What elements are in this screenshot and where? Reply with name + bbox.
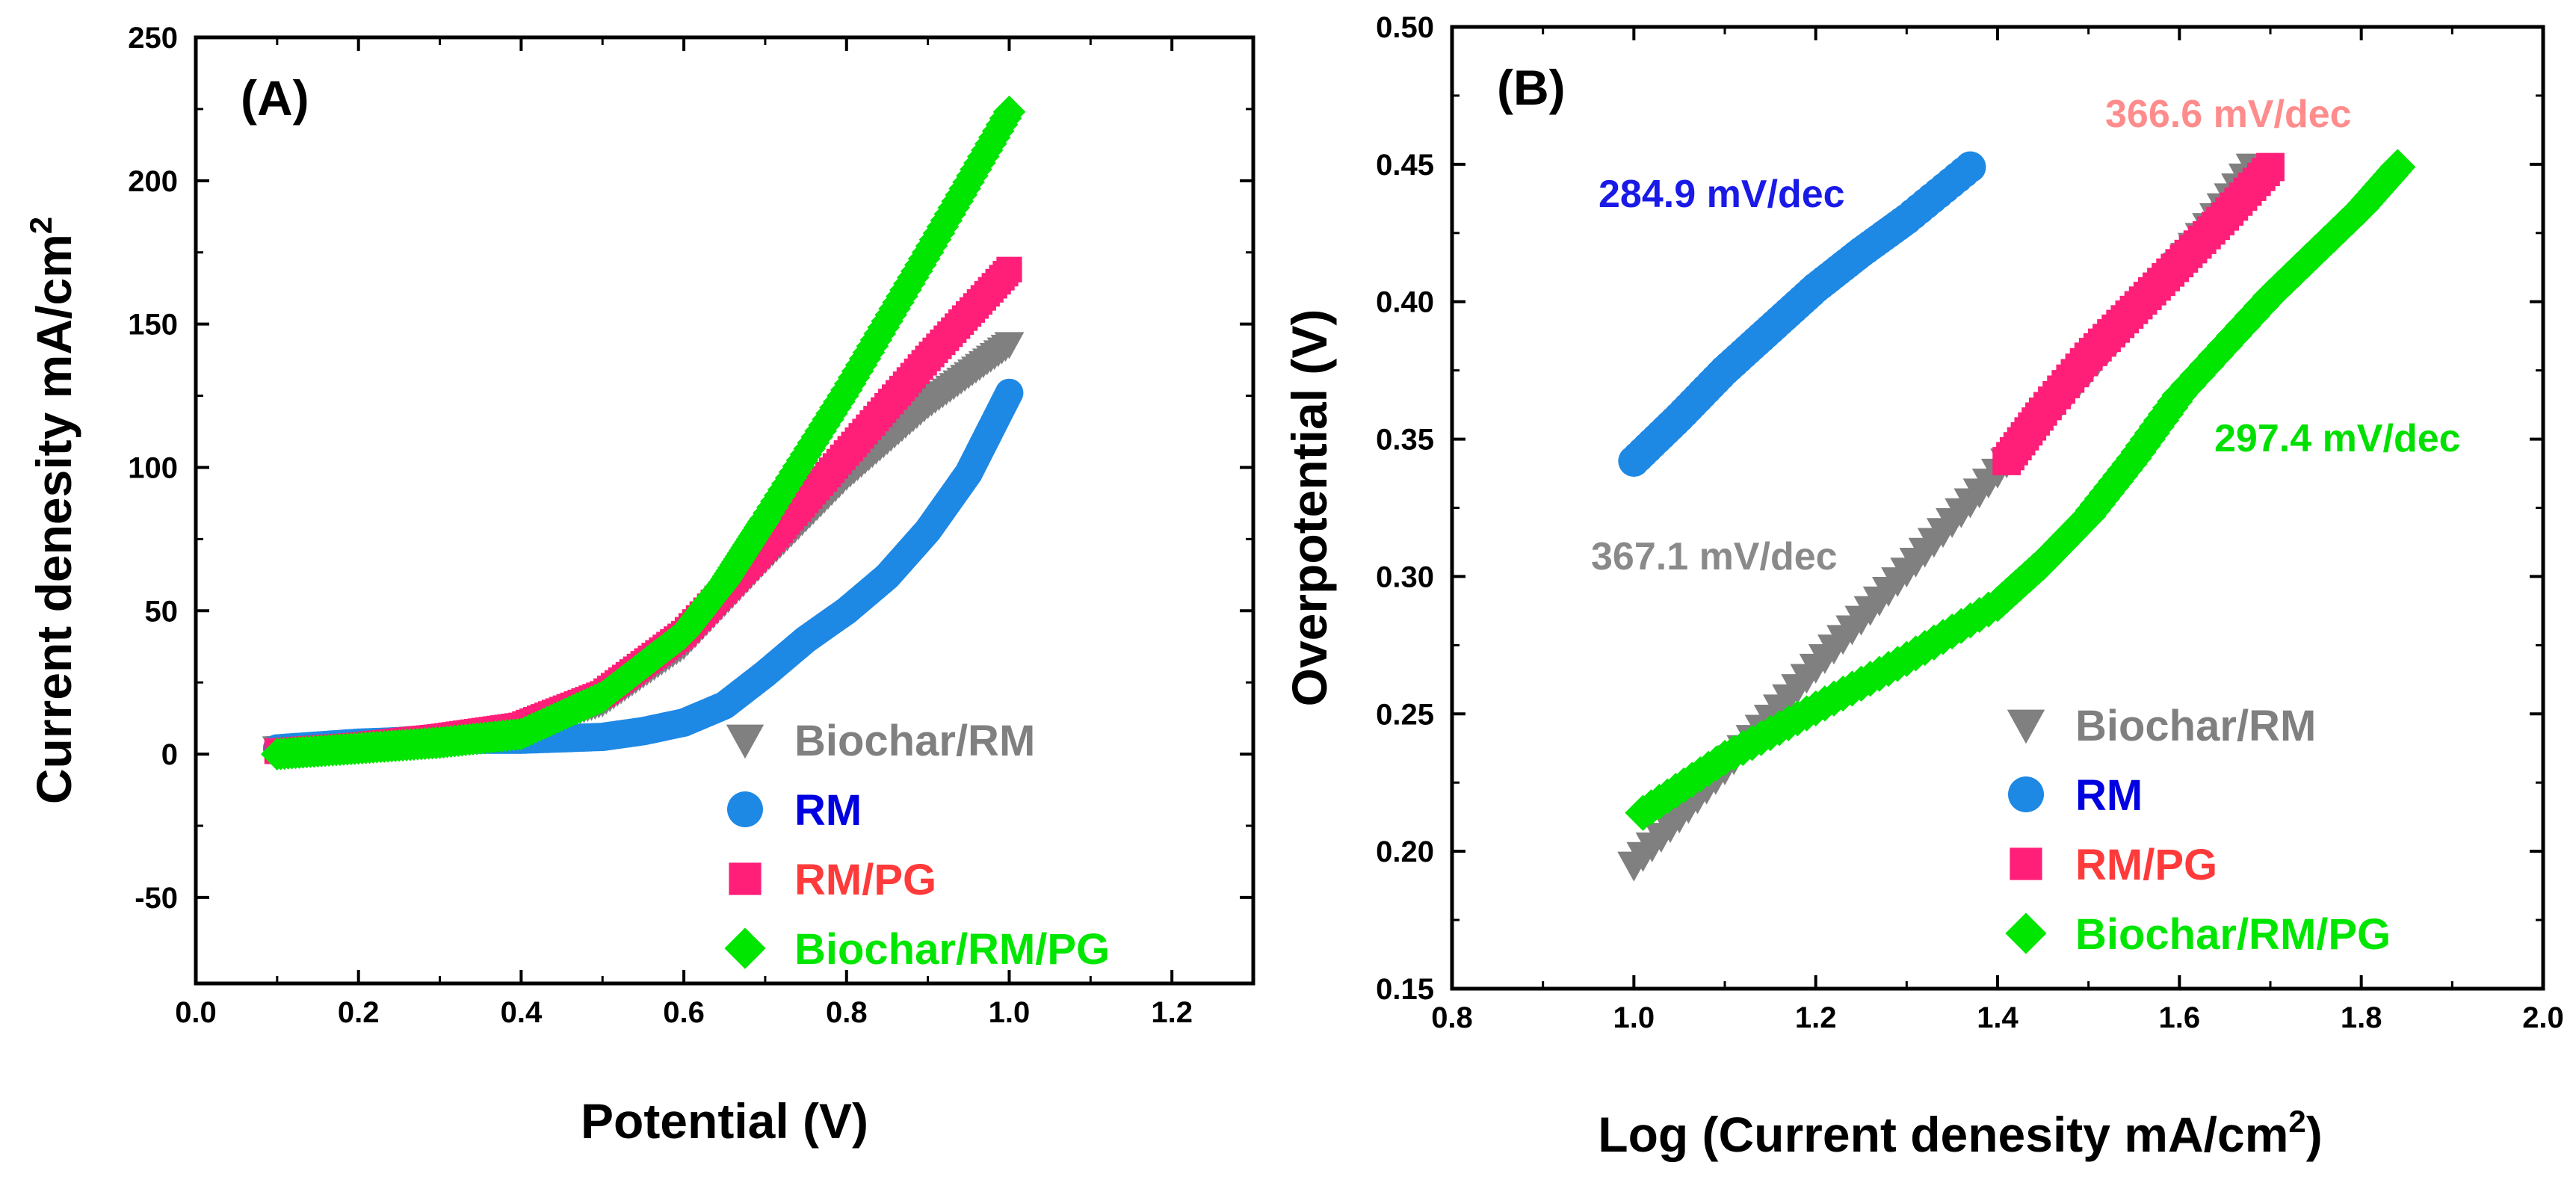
legend-label-rm: RM [794,786,862,835]
series-rm [262,378,1024,763]
data-point [992,95,1026,129]
y-axis-label: Overpotential (V) [1282,309,1337,707]
x-axis-label-superscript: 2 [2288,1104,2305,1139]
x-axis-label: Potential (V) [581,1093,868,1149]
series-rm [1618,151,1986,477]
data-point [996,256,1022,282]
data-point [2216,318,2252,354]
y-tick-label: 0.35 [1376,424,1434,457]
legend: Biochar/RM RM RM/PG Biochar/RM/PG [2005,702,2391,959]
x-axis-label: Log (Current denesity mA/cm2) [1598,1104,2322,1162]
y-ticks: 0.15 0.20 0.25 0.30 0.35 0.40 0.45 0.50 [1376,11,2543,1006]
slope-annotation-biochar-rm: 367.1 mV/dec [1591,535,1838,578]
panel-b: 0.8 1.0 1.2 1.4 1.6 1.8 2.0 0.15 0.20 0.25 0.30 0.3… [1282,11,2564,1162]
y-tick-label: 50 [145,595,179,628]
data-point [2379,149,2416,185]
legend-marker-rm-pg [729,862,762,895]
series-rm-pg [1992,152,2285,475]
data-point [2161,377,2198,413]
slope-annotation-biochar-rm-pg: 297.4 mV/dec [2214,417,2461,460]
slope-annotation-rm: 284.9 mV/dec [1599,173,1845,216]
x-tick-label: 2.0 [2522,1001,2564,1034]
legend-label-rm-pg: RM/PG [2075,841,2217,889]
x-tick-label: 0.4 [501,996,543,1029]
panel-label: (A) [241,70,309,126]
y-tick-label: 100 [128,451,178,484]
y-tick-label: 0.25 [1376,698,1434,731]
x-ticks: 0.0 0.2 0.4 0.6 0.8 1.0 1.2 [175,37,1193,1029]
legend-label-rm-pg: RM/PG [794,856,936,904]
panel-label: (B) [1497,60,1566,115]
x-tick-label: 0.8 [1431,1001,1473,1034]
legend-marker-biochar-rm-pg [2005,912,2047,954]
x-tick-label: 1.2 [1795,1001,1837,1034]
legend-marker-biochar-rm-pg [724,927,766,969]
y-tick-label: 150 [128,309,178,342]
x-tick-label: 1.2 [1151,996,1193,1029]
y-tick-label: 0.50 [1376,11,1434,44]
x-tick-label: 1.4 [1977,1001,2019,1034]
y-axis-label: Current denesity mA/cm2 [23,217,81,804]
plot-frame [194,35,1255,986]
data-point [2256,152,2285,182]
panel-a: 0.0 0.2 0.4 0.6 0.8 1.0 1.2 -50 0 50 100 150 200 250 (… [23,22,1255,1149]
x-tick-label: 0.0 [175,996,217,1029]
legend-label-biochar-rm: Biochar/RM [2075,702,2316,750]
legend-label-rm: RM [2075,771,2143,820]
y-axis-label-superscript: 2 [23,217,58,234]
y-tick-label: 0.40 [1376,286,1434,319]
x-tick-label: 0.2 [338,996,380,1029]
data-point [995,378,1024,407]
y-tick-label: 0 [161,738,178,771]
legend-marker-rm [2008,776,2044,812]
x-tick-label: 1.8 [2341,1001,2382,1034]
x-ticks: 0.8 1.0 1.2 1.4 1.6 1.8 2.0 [1431,27,2564,1034]
x-axis-label-end: ) [2306,1107,2323,1162]
y-ticks: -50 0 50 100 150 200 250 [128,22,1253,915]
legend-marker-rm [727,791,763,827]
x-tick-label: 0.8 [826,996,868,1029]
x-tick-label: 1.0 [989,996,1031,1029]
annotations: 284.9 mV/dec 366.6 mV/dec 297.4 mV/dec 367.… [1591,93,2461,578]
x-tick-label: 1.0 [1613,1001,1655,1034]
y-tick-label: 250 [128,22,178,55]
y-tick-label: 0.15 [1376,973,1434,1006]
legend-marker-biochar-rm [2007,709,2045,744]
data-point [1954,151,1986,183]
y-tick-label: -50 [135,882,178,915]
data-point [994,332,1025,359]
data-point [2243,288,2279,324]
legend: Biochar/RM RM RM/PG Biochar/RM/PG [724,717,1110,974]
legend-label-biochar-rm: Biochar/RM [794,717,1035,765]
legend-marker-rm-pg [2010,847,2042,880]
legend-marker-biochar-rm [726,724,765,759]
y-tick-label: 0.30 [1376,560,1434,593]
y-tick-label: 200 [128,165,178,198]
data-point [2188,347,2225,384]
y-tick-label: 0.20 [1376,835,1434,868]
series-biochar-rm-pg [1625,149,2416,831]
x-tick-label: 1.6 [2159,1001,2201,1034]
series-biochar-rm-pg [260,95,1026,770]
legend-label-biochar-rm-pg: Biochar/RM/PG [2075,910,2391,959]
x-tick-label: 0.6 [663,996,705,1029]
y-tick-label: 0.45 [1376,149,1434,182]
slope-annotation-rm-pg: 366.6 mV/dec [2105,93,2352,136]
legend-label-biochar-rm-pg: Biochar/RM/PG [794,925,1110,974]
